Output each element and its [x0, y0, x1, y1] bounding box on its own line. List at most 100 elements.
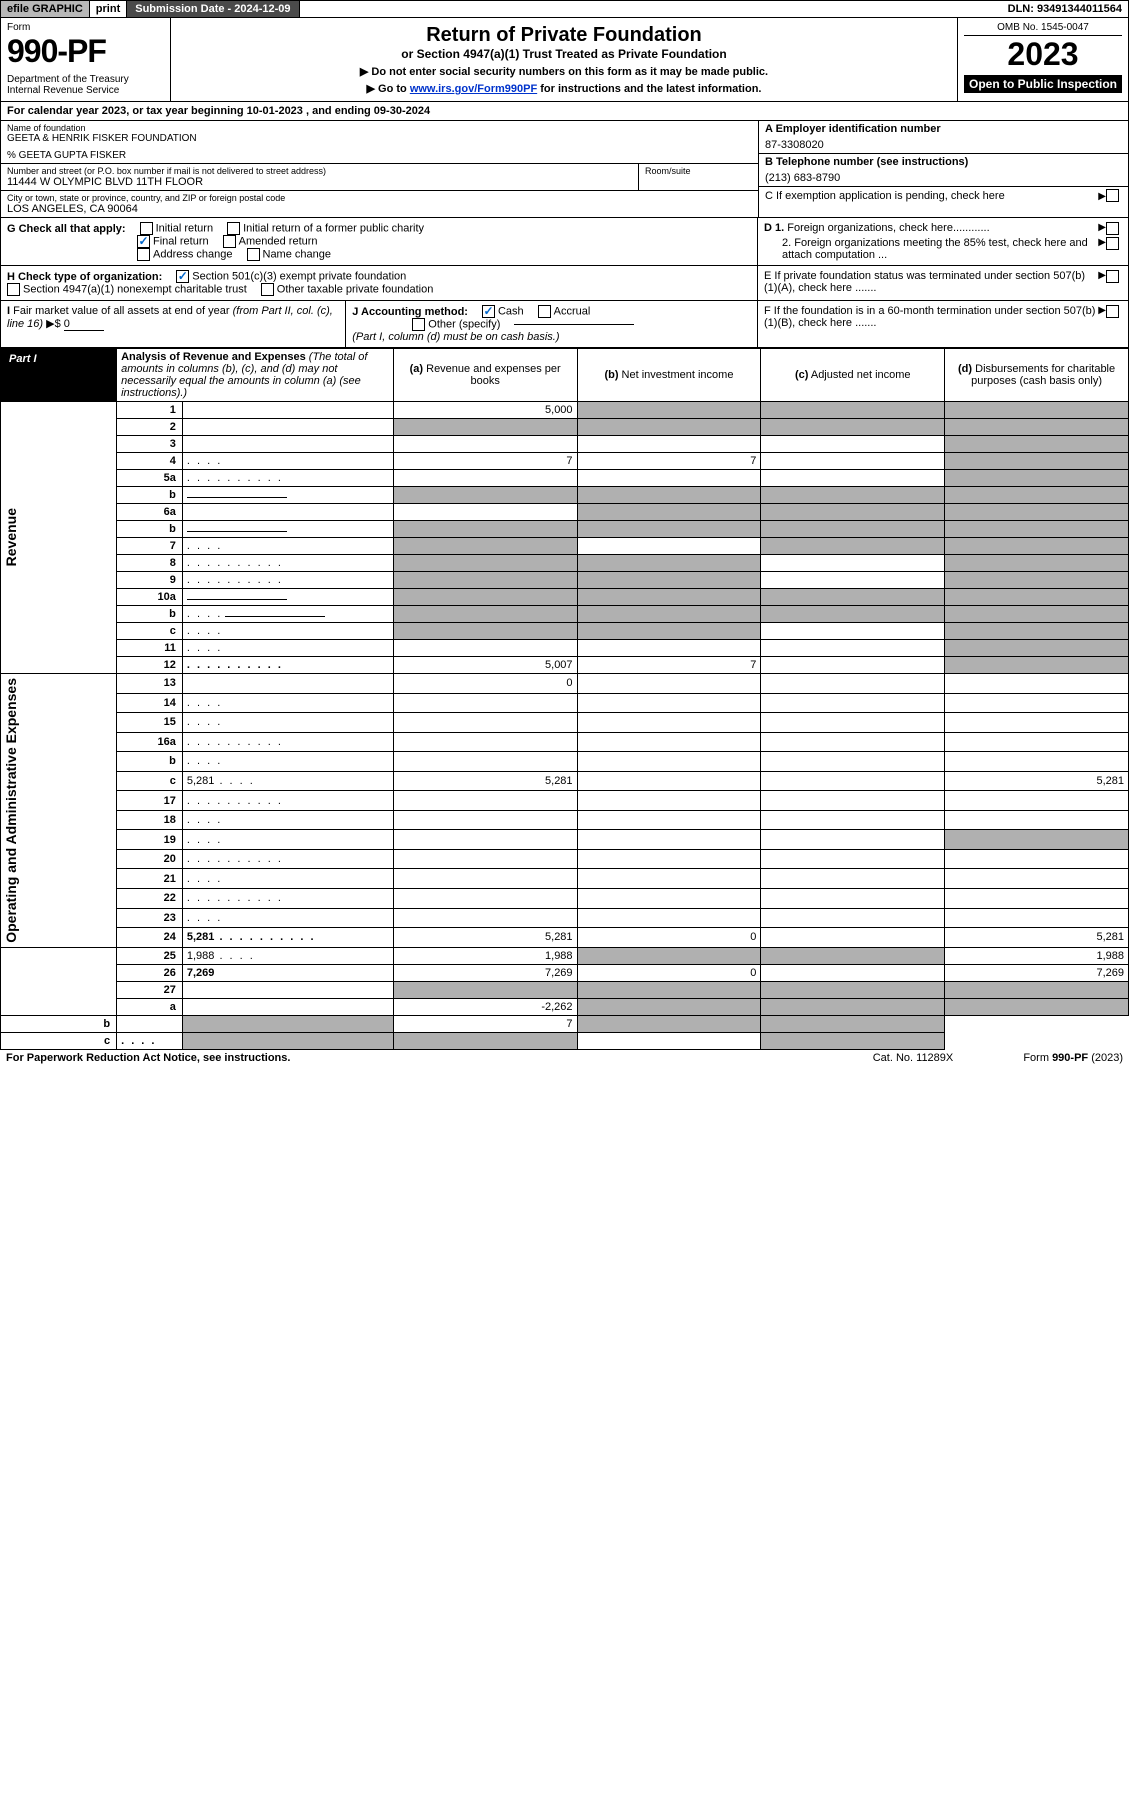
cell-b [577, 713, 761, 733]
foundation-name: GEETA & HENRIK FISKER FOUNDATION [7, 133, 752, 144]
cell-c [761, 908, 945, 928]
row-description [182, 830, 393, 850]
cell-b [577, 830, 761, 850]
cell-d [945, 436, 1129, 453]
cell-a: 0 [393, 674, 577, 694]
city-label: City or town, state or province, country… [7, 193, 752, 203]
e-label: E If private foundation status was termi… [764, 270, 1098, 294]
final-return-checkbox[interactable] [137, 235, 150, 248]
cell-a: 1,988 [393, 947, 577, 964]
cell-d [945, 981, 1129, 998]
cell-d [945, 640, 1129, 657]
cell-b: 7 [577, 657, 761, 674]
cell-b [577, 555, 761, 572]
form-word: Form [7, 22, 164, 33]
row-description [182, 504, 393, 521]
address-change-checkbox[interactable] [137, 248, 150, 261]
other-taxable-checkbox[interactable] [261, 283, 274, 296]
cell-d [945, 487, 1129, 504]
note-goto: ▶ Go to www.irs.gov/Form990PF for instru… [179, 82, 949, 95]
revenue-section-label: Revenue [1, 504, 21, 570]
col-a-header: (a) Revenue and expenses per books [393, 349, 577, 402]
row-number: 19 [117, 830, 183, 850]
cell-a [393, 810, 577, 830]
print-link[interactable]: print [90, 1, 126, 17]
name-change-checkbox[interactable] [247, 248, 260, 261]
cell-a: 5,000 [393, 402, 577, 419]
cell-d [945, 453, 1129, 470]
cell-a [393, 849, 577, 869]
s4947-checkbox[interactable] [7, 283, 20, 296]
cell-c [761, 572, 945, 589]
cell-c [761, 947, 945, 964]
accrual-checkbox[interactable] [538, 305, 551, 318]
calendar-year-row: For calendar year 2023, or tax year begi… [0, 102, 1129, 121]
cell-b [577, 521, 761, 538]
open-public-badge: Open to Public Inspection [964, 75, 1122, 93]
cell-c [761, 470, 945, 487]
row-number: c [117, 623, 183, 640]
d1-checkbox[interactable] [1106, 222, 1119, 235]
cell-b [577, 436, 761, 453]
omb-number: OMB No. 1545-0047 [964, 22, 1122, 36]
cell-a [182, 1032, 393, 1049]
tax-year: 2023 [964, 36, 1122, 73]
cell-a [393, 908, 577, 928]
e-checkbox[interactable] [1106, 270, 1119, 283]
row-number: b [1, 1015, 117, 1032]
form-subtitle: or Section 4947(a)(1) Trust Treated as P… [179, 47, 949, 61]
cell-d [945, 402, 1129, 419]
efile-label: efile GRAPHIC [1, 1, 90, 17]
row-description [182, 752, 393, 772]
row-number: b [117, 606, 183, 623]
row-description [182, 908, 393, 928]
row-description [182, 538, 393, 555]
cash-checkbox[interactable] [482, 305, 495, 318]
top-bar: efile GRAPHIC print Submission Date - 20… [0, 0, 1129, 18]
cell-a [393, 791, 577, 811]
row-number: 17 [117, 791, 183, 811]
cell-d: 1,988 [945, 947, 1129, 964]
initial-former-checkbox[interactable] [227, 222, 240, 235]
dln-label: DLN: 93491344011564 [1002, 1, 1128, 17]
cell-b [577, 998, 761, 1015]
row-number: 21 [117, 869, 183, 889]
s501c3-checkbox[interactable] [176, 270, 189, 283]
expenses-section-label: Operating and Administrative Expenses [1, 674, 21, 947]
cell-b [577, 849, 761, 869]
cell-b [577, 623, 761, 640]
row-description [182, 849, 393, 869]
row-number: 5a [117, 470, 183, 487]
row-description [182, 589, 393, 606]
row-description [182, 521, 393, 538]
cell-b [577, 640, 761, 657]
cell-d [945, 555, 1129, 572]
h-row: H Check type of organization: Section 50… [0, 266, 1129, 301]
cell-d [945, 889, 1129, 909]
cell-a [393, 981, 577, 998]
row-description: 5,281 [182, 771, 393, 791]
row-description [182, 693, 393, 713]
row-description [182, 436, 393, 453]
row-number: 2 [117, 419, 183, 436]
cell-b [577, 572, 761, 589]
department: Department of the Treasury Internal Reve… [7, 74, 164, 96]
row-number: 16a [117, 732, 183, 752]
cell-c [761, 674, 945, 694]
cell-d [945, 732, 1129, 752]
exemption-checkbox[interactable] [1106, 189, 1119, 202]
cell-c [761, 771, 945, 791]
cell-a [393, 693, 577, 713]
cell-a [393, 589, 577, 606]
row-number: 15 [117, 713, 183, 733]
cell-d [945, 504, 1129, 521]
cell-a [393, 555, 577, 572]
amended-return-checkbox[interactable] [223, 235, 236, 248]
f-checkbox[interactable] [1106, 305, 1119, 318]
cell-d [945, 674, 1129, 694]
form990pf-link[interactable]: www.irs.gov/Form990PF [410, 83, 537, 95]
other-method-checkbox[interactable] [412, 318, 425, 331]
cell-b [577, 606, 761, 623]
d2-checkbox[interactable] [1106, 237, 1119, 250]
cell-c [761, 623, 945, 640]
